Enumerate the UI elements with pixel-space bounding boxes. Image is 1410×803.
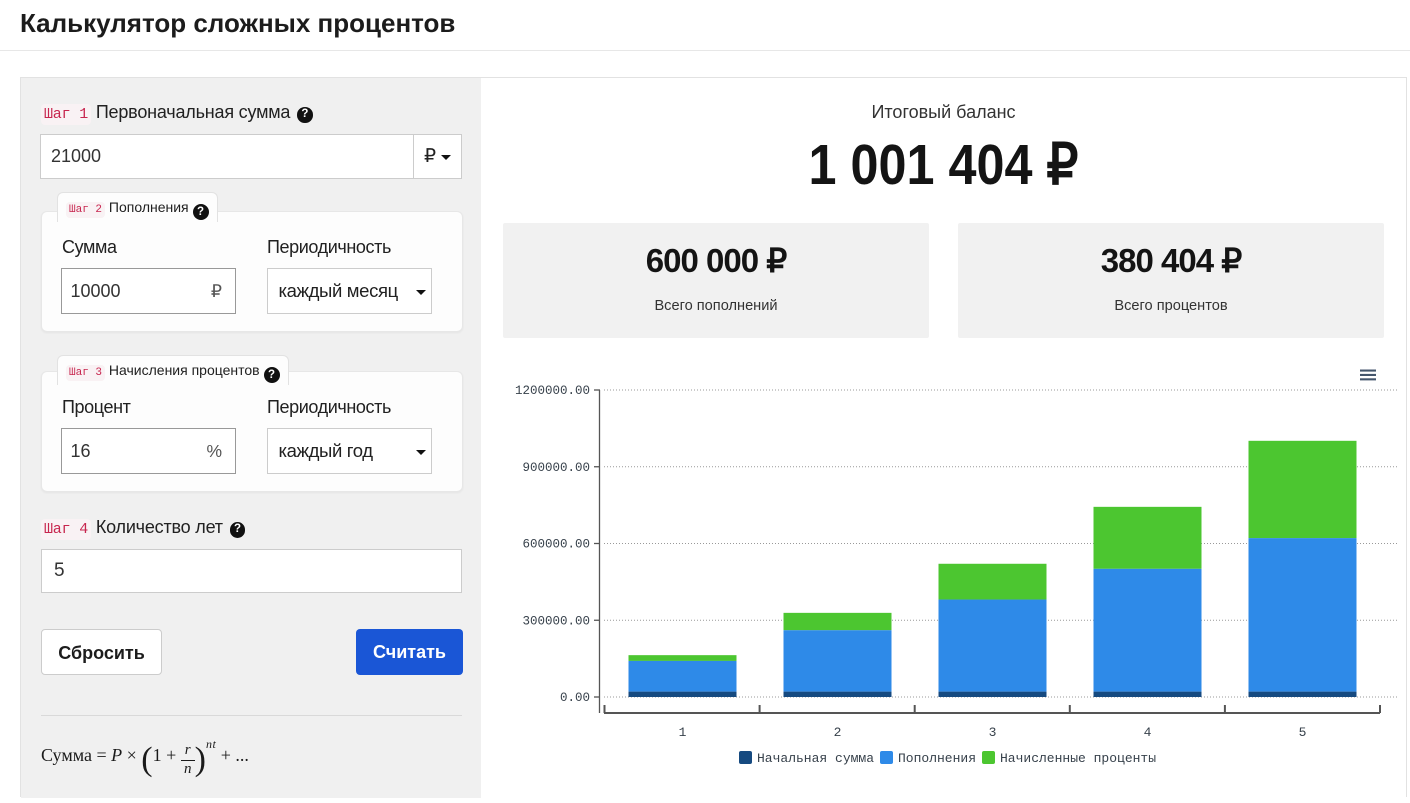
svg-text:2: 2 [834, 725, 842, 740]
svg-text:Начальная сумма: Начальная сумма [757, 751, 874, 766]
svg-text:3: 3 [989, 725, 997, 740]
svg-text:600000.00: 600000.00 [522, 538, 590, 552]
svg-text:4: 4 [1144, 725, 1152, 740]
svg-text:0.00: 0.00 [560, 691, 590, 705]
svg-text:900000.00: 900000.00 [522, 461, 590, 475]
svg-text:300000.00: 300000.00 [522, 614, 590, 628]
svg-text:5: 5 [1299, 725, 1307, 740]
svg-text:Пополнения: Пополнения [898, 751, 976, 766]
svg-text:Начисленные проценты: Начисленные проценты [1000, 751, 1156, 766]
svg-text:1: 1 [679, 725, 687, 740]
svg-text:1200000.00: 1200000.00 [515, 384, 590, 398]
